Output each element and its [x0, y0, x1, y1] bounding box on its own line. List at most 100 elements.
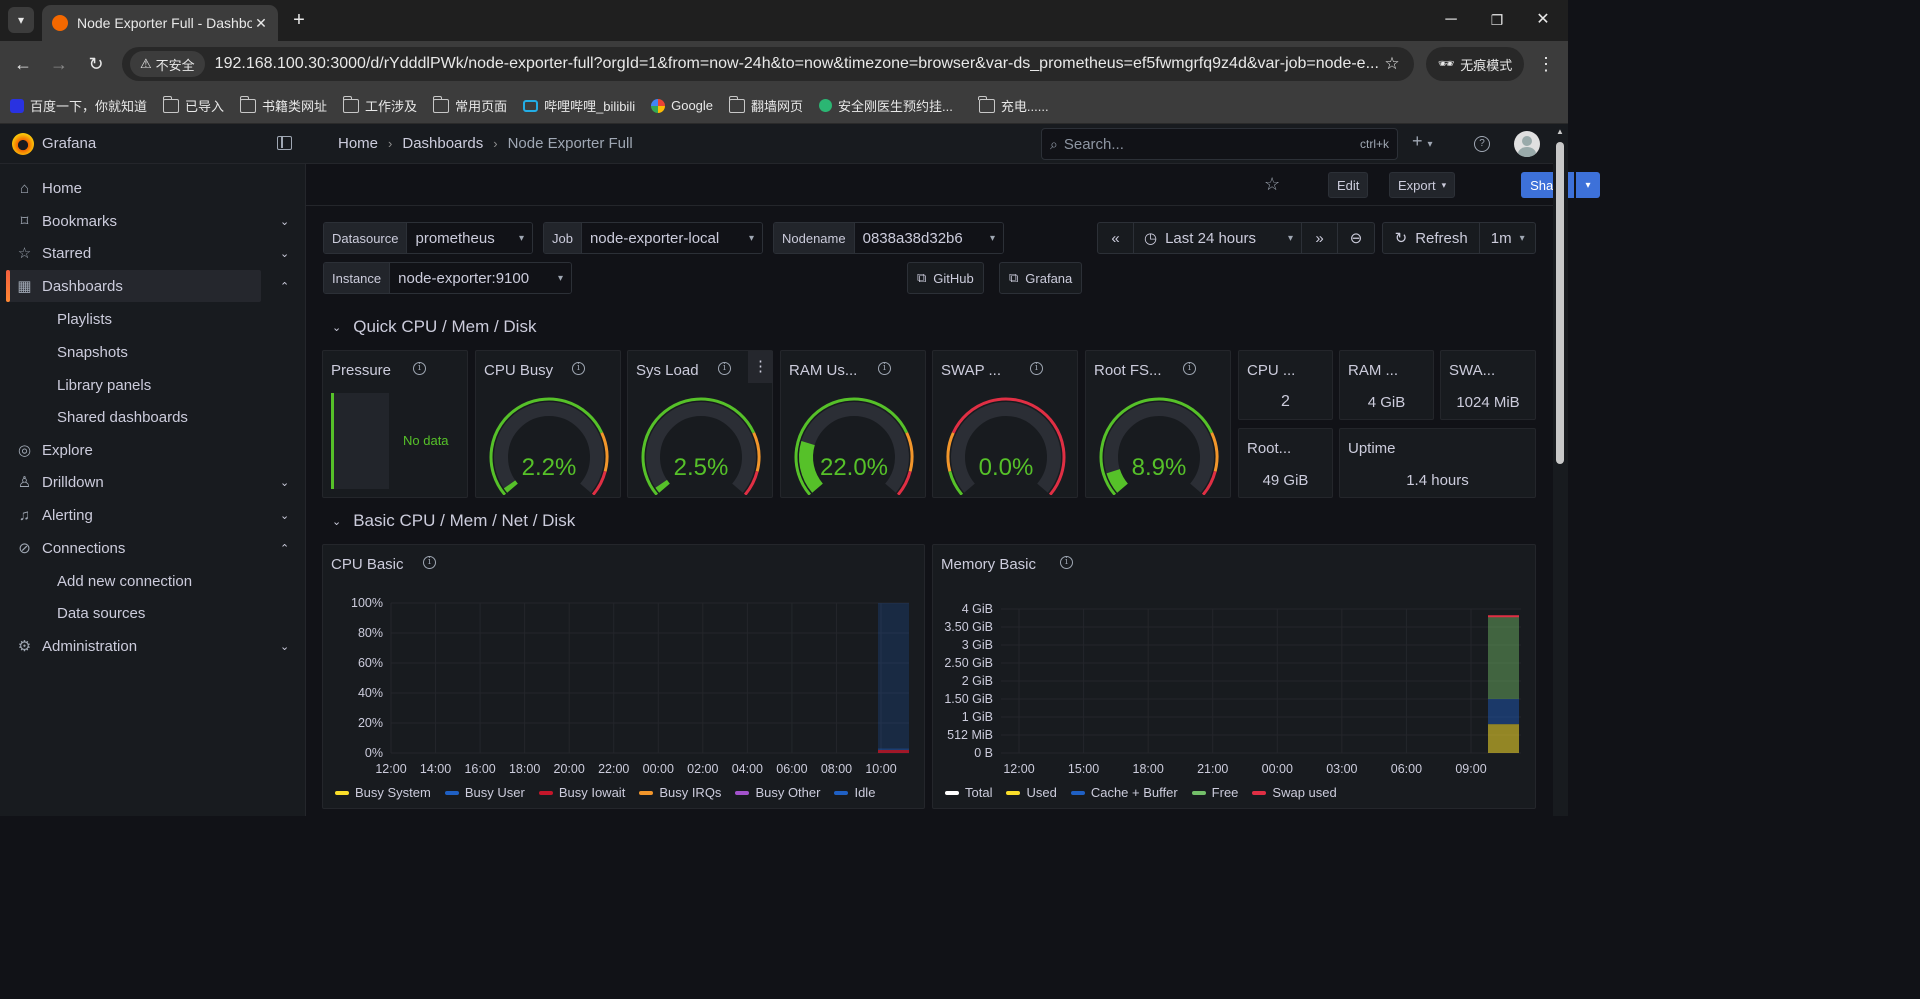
variable-nodename[interactable]: Nodename 0838a38d32b6 ▾	[773, 222, 1004, 254]
legend-item[interactable]: Busy Other	[735, 785, 820, 800]
bookmark-item[interactable]: 翻墙网页	[728, 95, 803, 115]
time-shift-back-icon[interactable]: «	[1098, 223, 1134, 253]
forward-arrow-icon[interactable]: →	[50, 54, 68, 74]
add-new-icon[interactable]: + ▾	[1412, 131, 1433, 151]
info-icon[interactable]: i	[718, 362, 731, 375]
legend-item[interactable]: Swap used	[1252, 785, 1337, 800]
legend-item[interactable]: Busy User	[444, 785, 525, 800]
sidebar-item-playlists[interactable]: Playlists	[57, 311, 113, 328]
variable-job[interactable]: Job node-exporter-local ▾	[543, 222, 763, 254]
time-shift-forward-icon[interactable]: »	[1302, 223, 1338, 253]
breadcrumb-home[interactable]: Home	[338, 135, 379, 152]
panel-menu-icon[interactable]: ⋮	[748, 351, 773, 383]
tab-search-dropdown[interactable]: ▾	[8, 7, 34, 33]
back-arrow-icon[interactable]: ←	[14, 54, 32, 74]
row-quick-cpu-mem-disk[interactable]: ⌄ Quick CPU / Mem / Disk	[332, 317, 537, 336]
info-icon[interactable]: i	[413, 362, 426, 375]
legend-item[interactable]: Used	[1006, 785, 1057, 800]
legend-item[interactable]: Busy Iowait	[538, 785, 625, 800]
panel-cpu-basic[interactable]: CPU Basic i 100% 80% 60% 40% 20% 0% 12:00 14:00…	[322, 544, 925, 809]
sidebar-item-snapshots[interactable]: Snapshots	[57, 344, 128, 361]
panel-pressure[interactable]: Pressure i No data	[322, 350, 468, 498]
sidebar-item-connections[interactable]: ⊘ Connections ⌃	[0, 532, 306, 564]
chevron-up-icon[interactable]: ⌃	[280, 280, 290, 293]
info-icon[interactable]: i	[423, 556, 436, 569]
chevron-up-icon[interactable]: ⌃	[280, 542, 290, 555]
panel-cpu-cores[interactable]: CPU ... 2	[1238, 350, 1333, 420]
panel-sys-load[interactable]: Sys Load i ⋮ 2.5%	[627, 350, 773, 498]
sidebar-item-library-panels[interactable]: Library panels	[57, 377, 152, 394]
chevron-down-icon[interactable]: ⌄	[280, 215, 290, 228]
github-link[interactable]: ⧉ GitHub	[907, 262, 984, 294]
grafana-logo-icon[interactable]	[12, 133, 34, 155]
new-tab-button[interactable]: +	[293, 9, 305, 31]
sidebar-item-home[interactable]: ⌂ Home	[0, 172, 306, 204]
sidebar-item-shared-dashboards[interactable]: Shared dashboards	[57, 409, 188, 426]
legend-item[interactable]: Cache + Buffer	[1070, 785, 1178, 800]
restore-window-button[interactable]: ❐	[1490, 12, 1504, 28]
legend-item[interactable]: Total	[945, 785, 992, 800]
sidebar-item-drilldown[interactable]: ♙ Drilldown ⌄	[17, 473, 290, 491]
bookmark-star-icon[interactable]: ☆	[1384, 54, 1400, 73]
breadcrumb-dashboards[interactable]: Dashboards	[402, 135, 484, 152]
sidebar-item-starred[interactable]: ☆ Starred ⌄	[17, 244, 290, 262]
help-icon[interactable]: ?	[1474, 136, 1490, 152]
info-icon[interactable]: i	[1183, 362, 1196, 375]
zoom-out-icon[interactable]: ⊖	[1349, 230, 1363, 247]
edit-button[interactable]: Edit	[1328, 172, 1369, 198]
panel-ram-total[interactable]: RAM ... 4 GiB	[1339, 350, 1434, 420]
panel-ram-used[interactable]: RAM Us... i 22.0%	[780, 350, 926, 498]
variable-instance[interactable]: Instance node-exporter:9100 ▾	[323, 262, 572, 294]
share-dropdown-button[interactable]: ▾	[1576, 172, 1600, 198]
panel-root-fs-total[interactable]: Root... 49 GiB	[1238, 428, 1333, 498]
star-dashboard-icon[interactable]: ☆	[1264, 174, 1281, 194]
bookmark-item[interactable]: 已导入	[162, 95, 224, 115]
bookmark-item[interactable]: 工作涉及	[342, 95, 417, 115]
info-icon[interactable]: i	[572, 362, 585, 375]
panel-cpu-busy[interactable]: CPU Busy i 2.2%	[475, 350, 621, 498]
panel-swap-total[interactable]: SWA... 1024 MiB	[1440, 350, 1536, 420]
panel-uptime[interactable]: Uptime 1.4 hours	[1339, 428, 1536, 498]
legend-item[interactable]: Idle	[834, 785, 875, 800]
sidebar-item-add-new-connection[interactable]: Add new connection	[57, 573, 193, 590]
export-button[interactable]: Export ▾	[1389, 172, 1456, 198]
sidebar-item-explore[interactable]: ◎ Explore	[17, 441, 93, 459]
browser-menu-icon[interactable]: ⋮	[1537, 54, 1555, 74]
variable-datasource[interactable]: Datasource prometheus ▾	[323, 222, 533, 254]
info-icon[interactable]: i	[878, 362, 891, 375]
bookmark-item[interactable]: 常用页面	[432, 95, 507, 115]
legend-item[interactable]: Busy System	[335, 785, 431, 800]
bookmark-item[interactable]: 百度一下，你就知道	[10, 96, 147, 115]
security-chip[interactable]: ⚠ 不安全	[130, 51, 205, 77]
bookmark-item[interactable]: 安全刚医生预约挂...	[819, 96, 953, 115]
brand-name[interactable]: Grafana	[42, 135, 97, 152]
panel-root-fs[interactable]: Root FS... i 8.9%	[1085, 350, 1231, 498]
reload-icon[interactable]: ↻	[88, 54, 104, 74]
browser-tab-active[interactable]: Node Exporter Full - Dashboard ✕	[42, 5, 278, 41]
scroll-up-icon[interactable]: ▲	[1556, 127, 1564, 136]
panel-memory-basic[interactable]: Memory Basic i 4 GiB 3.50 GiB 3 GiB 2.50 Gi…	[932, 544, 1536, 809]
user-avatar[interactable]	[1514, 131, 1540, 157]
info-icon[interactable]: i	[1030, 362, 1043, 375]
sidebar-item-data-sources[interactable]: Data sources	[57, 605, 146, 622]
scrollbar-thumb[interactable]	[1556, 142, 1564, 464]
panel-swap-used[interactable]: SWAP ... i 0.0%	[932, 350, 1078, 498]
grafana-link[interactable]: ⧉ Grafana	[999, 262, 1083, 294]
dock-menu-icon[interactable]	[277, 136, 292, 150]
incognito-badge[interactable]: 🕶 无痕模式	[1426, 47, 1524, 81]
sidebar-item-administration[interactable]: ⚙ Administration ⌄	[17, 637, 290, 655]
sidebar-item-alerting[interactable]: ♫ Alerting ⌄	[0, 499, 306, 531]
refresh-button[interactable]: ↻ Refresh	[1383, 223, 1481, 253]
bookmark-item[interactable]: 充电......	[978, 95, 1049, 115]
row-basic-cpu-mem-net-disk[interactable]: ⌄ Basic CPU / Mem / Net / Disk	[332, 511, 576, 530]
legend-item[interactable]: Busy IRQs	[639, 785, 721, 800]
search-input[interactable]: ⌕ Search... ctrl+k	[1041, 128, 1398, 160]
close-window-button[interactable]: ✕	[1536, 11, 1550, 28]
address-bar[interactable]: ⚠ 不安全 192.168.100.30:3000/d/rYdddlPWk/no…	[122, 47, 1414, 81]
minimize-window-button[interactable]: ─	[1445, 11, 1457, 28]
bookmark-item[interactable]: 哔哩哔哩_bilibili	[523, 96, 635, 115]
chevron-down-icon[interactable]: ⌄	[280, 509, 290, 522]
sidebar-item-dashboards[interactable]: ▦ Dashboards ⌃	[17, 277, 290, 295]
chevron-down-icon[interactable]: ⌄	[280, 640, 290, 653]
time-range-picker[interactable]: ◷ Last 24 hours ▾	[1134, 223, 1302, 253]
